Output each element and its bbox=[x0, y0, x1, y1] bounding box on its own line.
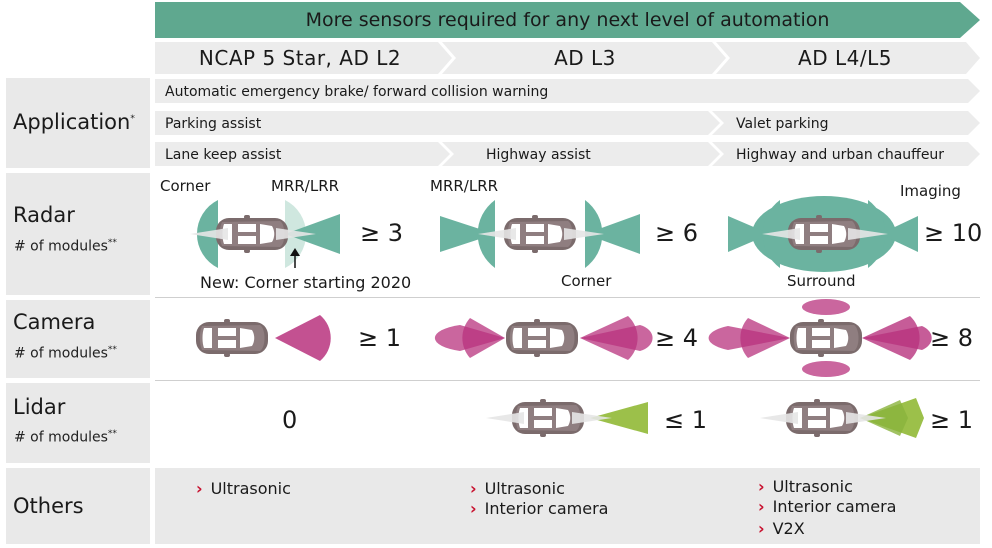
lidar-l45-graphic bbox=[760, 398, 924, 438]
camera-count-l2: ≥ 1 bbox=[358, 324, 402, 352]
radar-count-l45: ≥ 10 bbox=[924, 219, 983, 247]
others-l45-ultrasonic: › Ultrasonic bbox=[758, 477, 853, 496]
application-footnote-mark: * bbox=[130, 114, 135, 124]
chevron-right-icon: › bbox=[758, 519, 765, 538]
row-label-radar: Radar # of modules** bbox=[6, 173, 150, 295]
radar-subtitle: # of modules bbox=[14, 238, 108, 255]
camera-subtitle: # of modules bbox=[14, 345, 108, 362]
others-l45-interior-camera: › Interior camera bbox=[758, 497, 897, 516]
application-title: Application bbox=[13, 110, 131, 134]
app-valet-parking: Valet parking bbox=[736, 116, 829, 132]
lidar-count-l2: 0 bbox=[282, 406, 298, 434]
application-arrows bbox=[155, 79, 980, 166]
camera-footnote-mark: ** bbox=[107, 345, 117, 355]
chevron-right-icon: › bbox=[758, 497, 765, 516]
app-highway-assist: Highway assist bbox=[486, 147, 591, 163]
app-parking-assist: Parking assist bbox=[165, 116, 262, 132]
app-aeb: Automatic emergency brake/ forward colli… bbox=[165, 84, 549, 100]
others-band bbox=[155, 468, 980, 544]
camera-count-l45: ≥ 8 bbox=[930, 324, 974, 352]
radar-caption-imaging: Imaging bbox=[900, 182, 961, 200]
lidar-count-l45: ≥ 1 bbox=[930, 406, 974, 434]
others-l3-interior-camera: › Interior camera bbox=[470, 499, 609, 518]
camera-title: Camera bbox=[13, 310, 96, 334]
chevron-right-icon: › bbox=[470, 479, 477, 498]
chevron-right-icon: › bbox=[196, 479, 203, 498]
row-label-camera: Camera # of modules** bbox=[6, 300, 150, 378]
lidar-count-l3: ≤ 1 bbox=[664, 406, 708, 434]
camera-l3-graphic bbox=[434, 316, 653, 360]
others-l3-ultrasonic: › Ultrasonic bbox=[470, 479, 565, 498]
camera-l2-graphic bbox=[196, 315, 331, 361]
radar-count-l2: ≥ 3 bbox=[360, 219, 404, 247]
lidar-subtitle: # of modules bbox=[14, 429, 108, 446]
radar-caption-surround: Surround bbox=[787, 272, 856, 290]
row-label-application: Application* bbox=[6, 78, 150, 168]
lidar-footnote-mark: ** bbox=[107, 429, 117, 439]
radar-title: Radar bbox=[13, 203, 75, 227]
radar-caption-mrr-lrr-l3: MRR/LRR bbox=[430, 177, 499, 195]
row-label-lidar: Lidar # of modules** bbox=[6, 383, 150, 463]
level-l3: AD L3 bbox=[554, 46, 616, 70]
others-l45-v2x: › V2X bbox=[758, 519, 805, 538]
level-chevrons bbox=[155, 42, 980, 74]
lidar-title: Lidar bbox=[13, 395, 66, 419]
radar-caption-mrr-lrr: MRR/LRR bbox=[271, 177, 340, 195]
radar-caption-corner-l3: Corner bbox=[561, 272, 612, 290]
others-title: Others bbox=[13, 494, 84, 518]
row-separator bbox=[155, 297, 980, 298]
chevron-right-icon: › bbox=[470, 499, 477, 518]
radar-l2-graphic bbox=[190, 200, 340, 268]
lidar-l3-graphic bbox=[486, 399, 648, 437]
banner-title: More sensors required for any next level… bbox=[305, 9, 830, 31]
app-chauffeur: Highway and urban chauffeur bbox=[736, 147, 945, 163]
chevron-right-icon: › bbox=[758, 477, 765, 496]
row-label-others: Others bbox=[6, 468, 150, 544]
level-l45: AD L4/L5 bbox=[798, 46, 892, 70]
radar-caption-new-corner: New: Corner starting 2020 bbox=[200, 273, 412, 292]
radar-footnote-mark: ** bbox=[107, 238, 117, 248]
level-l2: NCAP 5 Star, AD L2 bbox=[198, 46, 402, 70]
arrow-head-icon bbox=[290, 248, 300, 256]
radar-caption-corner: Corner bbox=[160, 177, 211, 195]
banner-arrow bbox=[155, 2, 980, 38]
others-l2-ultrasonic: › Ultrasonic bbox=[196, 479, 291, 498]
camera-l45-graphic bbox=[708, 299, 932, 377]
radar-l3-graphic bbox=[440, 200, 640, 268]
radar-l45-graphic bbox=[728, 196, 918, 272]
app-lane-keep: Lane keep assist bbox=[165, 147, 282, 163]
radar-count-l3: ≥ 6 bbox=[655, 219, 699, 247]
camera-count-l3: ≥ 4 bbox=[655, 324, 699, 352]
row-separator bbox=[155, 380, 980, 381]
